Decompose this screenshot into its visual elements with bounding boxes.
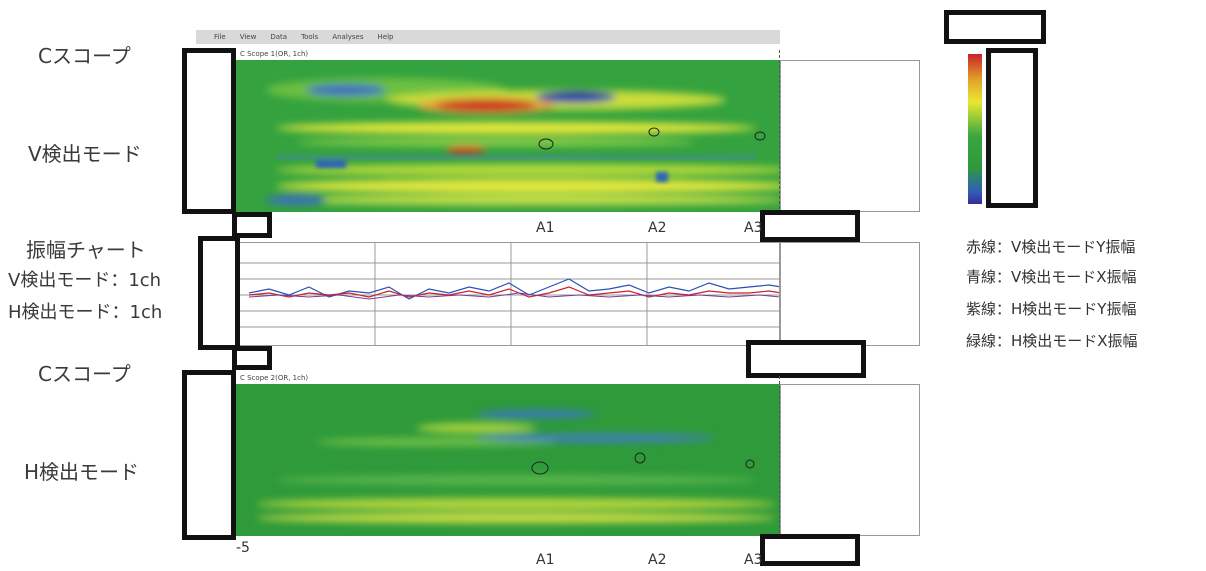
menu-bar: File View Data Tools Analyses Help bbox=[196, 30, 780, 44]
top-dashed-divider bbox=[779, 50, 780, 214]
marker-a1-bottom: A1 bbox=[536, 552, 555, 568]
label-cscope-top: Cスコープ bbox=[38, 44, 131, 68]
redaction-box-top-left-axis bbox=[182, 48, 236, 214]
amplitude-chart[interactable] bbox=[238, 242, 780, 346]
top-heatmap-graphic bbox=[236, 60, 780, 212]
redaction-box-chart-left bbox=[198, 236, 240, 350]
menu-view[interactable]: View bbox=[239, 33, 257, 41]
bottom-cscope-heatmap[interactable] bbox=[236, 384, 780, 536]
redaction-box-bottom-right bbox=[760, 534, 860, 566]
redaction-box-bottom-left-axis bbox=[182, 370, 236, 540]
menu-file[interactable]: File bbox=[214, 33, 226, 41]
legend-purple: 紫線：H検出モードY振幅 bbox=[966, 300, 1137, 318]
marker-a1-top: A1 bbox=[536, 220, 555, 236]
marker-a2-bottom: A2 bbox=[648, 552, 667, 568]
amplitude-chart-graphic bbox=[239, 243, 779, 345]
menu-help[interactable]: Help bbox=[377, 33, 394, 41]
redaction-box-top-small bbox=[232, 212, 272, 238]
top-cscope-heatmap[interactable] bbox=[236, 60, 780, 212]
legend-green: 緑線：H検出モードX振幅 bbox=[966, 332, 1138, 350]
color-scale-bar bbox=[968, 54, 982, 204]
redaction-box-mid-small bbox=[232, 346, 272, 370]
bottom-blank-panel bbox=[780, 384, 920, 536]
bottom-dashed-divider bbox=[779, 376, 780, 538]
top-panel-title: C Scope 1(OR, 1ch) bbox=[240, 50, 309, 58]
legend-red: 赤線：V検出モードY振幅 bbox=[966, 238, 1136, 256]
redaction-box-colorbar-labels bbox=[986, 48, 1038, 208]
legend-blue: 青線：V検出モードX振幅 bbox=[966, 268, 1137, 286]
marker-a2-top: A2 bbox=[648, 220, 667, 236]
menu-tools[interactable]: Tools bbox=[301, 33, 319, 41]
marker-a3-top: A3 bbox=[744, 220, 763, 236]
axis-start-label: -5 bbox=[236, 540, 250, 556]
chart-blank-panel bbox=[780, 242, 920, 346]
label-v-mode-1ch: V検出モード：1ch bbox=[8, 270, 162, 291]
menu-analyses[interactable]: Analyses bbox=[332, 33, 364, 41]
bottom-heatmap-graphic bbox=[236, 384, 780, 536]
redaction-box-mid-right bbox=[746, 340, 866, 378]
redaction-box-top-right-small bbox=[760, 210, 860, 242]
top-blank-panel bbox=[780, 60, 920, 212]
label-h-mode-1ch: H検出モード：1ch bbox=[8, 302, 163, 323]
label-amp-chart: 振幅チャート bbox=[26, 238, 146, 262]
label-cscope-bottom: Cスコープ bbox=[38, 362, 131, 386]
bottom-panel-title: C Scope 2(OR, 1ch) bbox=[240, 374, 309, 382]
label-v-mode: V検出モード bbox=[28, 142, 142, 166]
redaction-box-top-right bbox=[944, 10, 1046, 44]
marker-a3-bottom: A3 bbox=[744, 552, 763, 568]
menu-data[interactable]: Data bbox=[270, 33, 288, 41]
label-h-mode: H検出モード bbox=[24, 460, 140, 484]
